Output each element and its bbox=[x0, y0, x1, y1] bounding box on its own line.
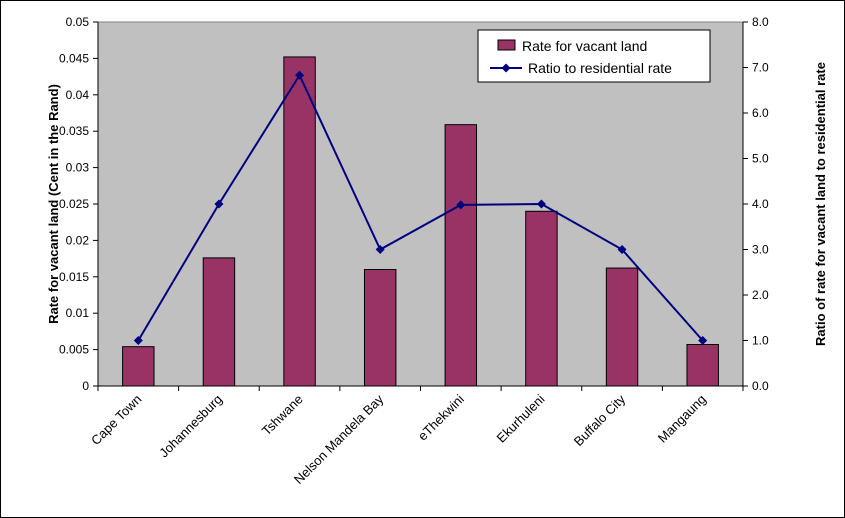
y-tick-label: 0.01 bbox=[66, 306, 90, 320]
x-tick-label: Buffalo City bbox=[571, 391, 629, 449]
y2-axis-title: Ratio of rate for vacant land to residen… bbox=[813, 62, 828, 346]
line-point bbox=[617, 245, 627, 254]
bar bbox=[605, 267, 639, 387]
x-tick-label: Nelson Mandela Bay bbox=[291, 391, 387, 487]
y-tick-label: 0.02 bbox=[66, 233, 90, 247]
bar bbox=[686, 344, 719, 387]
bar bbox=[122, 346, 155, 387]
y-tick-label: 0.03 bbox=[66, 161, 90, 175]
legend-swatch-marker bbox=[501, 63, 511, 73]
y2-tick-label: 3.0 bbox=[752, 243, 769, 257]
legend-label: Ratio to residential rate bbox=[528, 60, 672, 76]
y2-tick-label: 6.0 bbox=[752, 106, 769, 120]
y2-tick-label: 7.0 bbox=[752, 61, 769, 75]
x-tick-label: Mangaung bbox=[655, 392, 709, 446]
y2-tick-label: 5.0 bbox=[752, 152, 769, 166]
x-tick-label: Ekurhuleni bbox=[494, 391, 548, 445]
legend-label: Rate for vacant land bbox=[522, 38, 647, 54]
y2-tick-label: 4.0 bbox=[752, 197, 769, 211]
series-line bbox=[137, 73, 704, 342]
y2-tick-label: 8.0 bbox=[752, 15, 769, 29]
bar bbox=[363, 269, 397, 387]
y-tick-label: 0.005 bbox=[59, 343, 89, 357]
bar bbox=[202, 257, 236, 387]
line-point bbox=[456, 200, 466, 210]
line-point bbox=[375, 245, 385, 254]
x-tick-label: Johannesburg bbox=[156, 392, 225, 461]
line-series bbox=[133, 70, 708, 345]
y-axis-title: Rate for vacant land (Cent in the Rand) bbox=[46, 84, 61, 324]
y-tick-label: 0.04 bbox=[66, 88, 90, 102]
y-tick-label: 0.045 bbox=[59, 51, 89, 65]
legend: Rate for vacant land Ratio to residential… bbox=[477, 29, 711, 83]
y2-tick-label: 2.0 bbox=[752, 288, 769, 302]
line-point bbox=[536, 199, 546, 209]
legend-swatch-bar bbox=[497, 39, 516, 51]
bar bbox=[283, 56, 316, 387]
x-tick-label: eThekwini bbox=[415, 391, 467, 443]
y-tick-label: 0.035 bbox=[59, 124, 89, 138]
y2-tick-label: 1.0 bbox=[752, 334, 769, 348]
y-tick-label: 0.025 bbox=[59, 197, 89, 211]
line-point bbox=[295, 70, 305, 80]
x-tick-label: Cape Town bbox=[88, 392, 144, 448]
y2-tick-label: 0.0 bbox=[752, 379, 769, 393]
y-tick-label: 0.015 bbox=[59, 270, 89, 284]
line-point bbox=[133, 336, 143, 345]
x-tick-label: Tshwane bbox=[259, 392, 306, 439]
legend-box bbox=[477, 29, 711, 83]
bar bbox=[444, 124, 478, 387]
bar bbox=[525, 210, 558, 387]
y-tick-label: 0 bbox=[82, 379, 89, 393]
y-tick-label: 0.05 bbox=[66, 15, 90, 29]
line-point bbox=[214, 199, 224, 209]
line-point bbox=[698, 336, 708, 345]
